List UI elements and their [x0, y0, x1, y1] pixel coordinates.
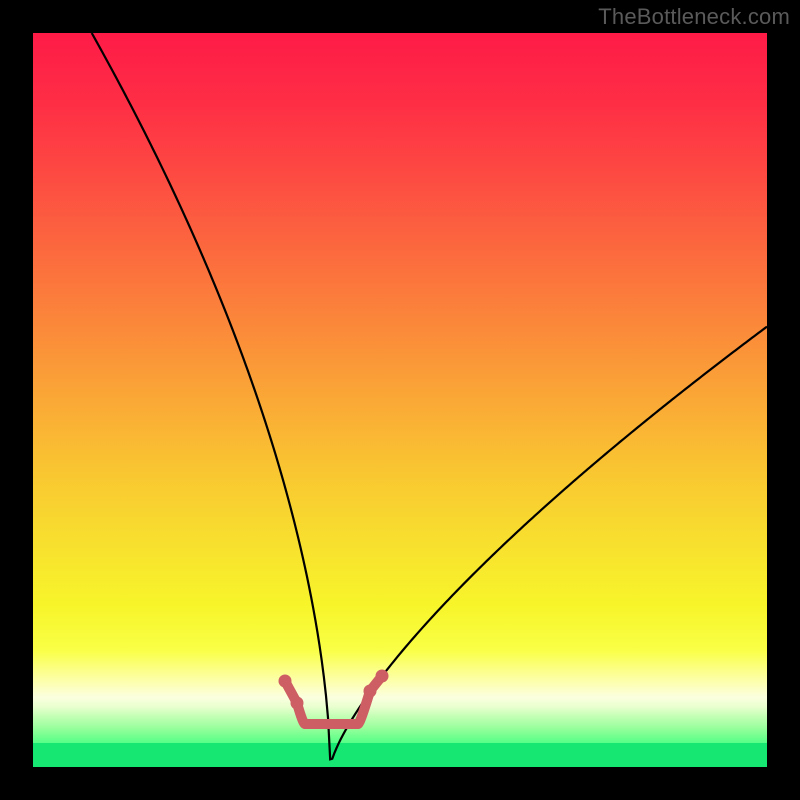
plot-gradient-area — [33, 33, 767, 767]
base-green-strip — [33, 743, 767, 767]
chart-container: TheBottleneck.com — [0, 0, 800, 800]
watermark-text: TheBottleneck.com — [598, 4, 790, 30]
